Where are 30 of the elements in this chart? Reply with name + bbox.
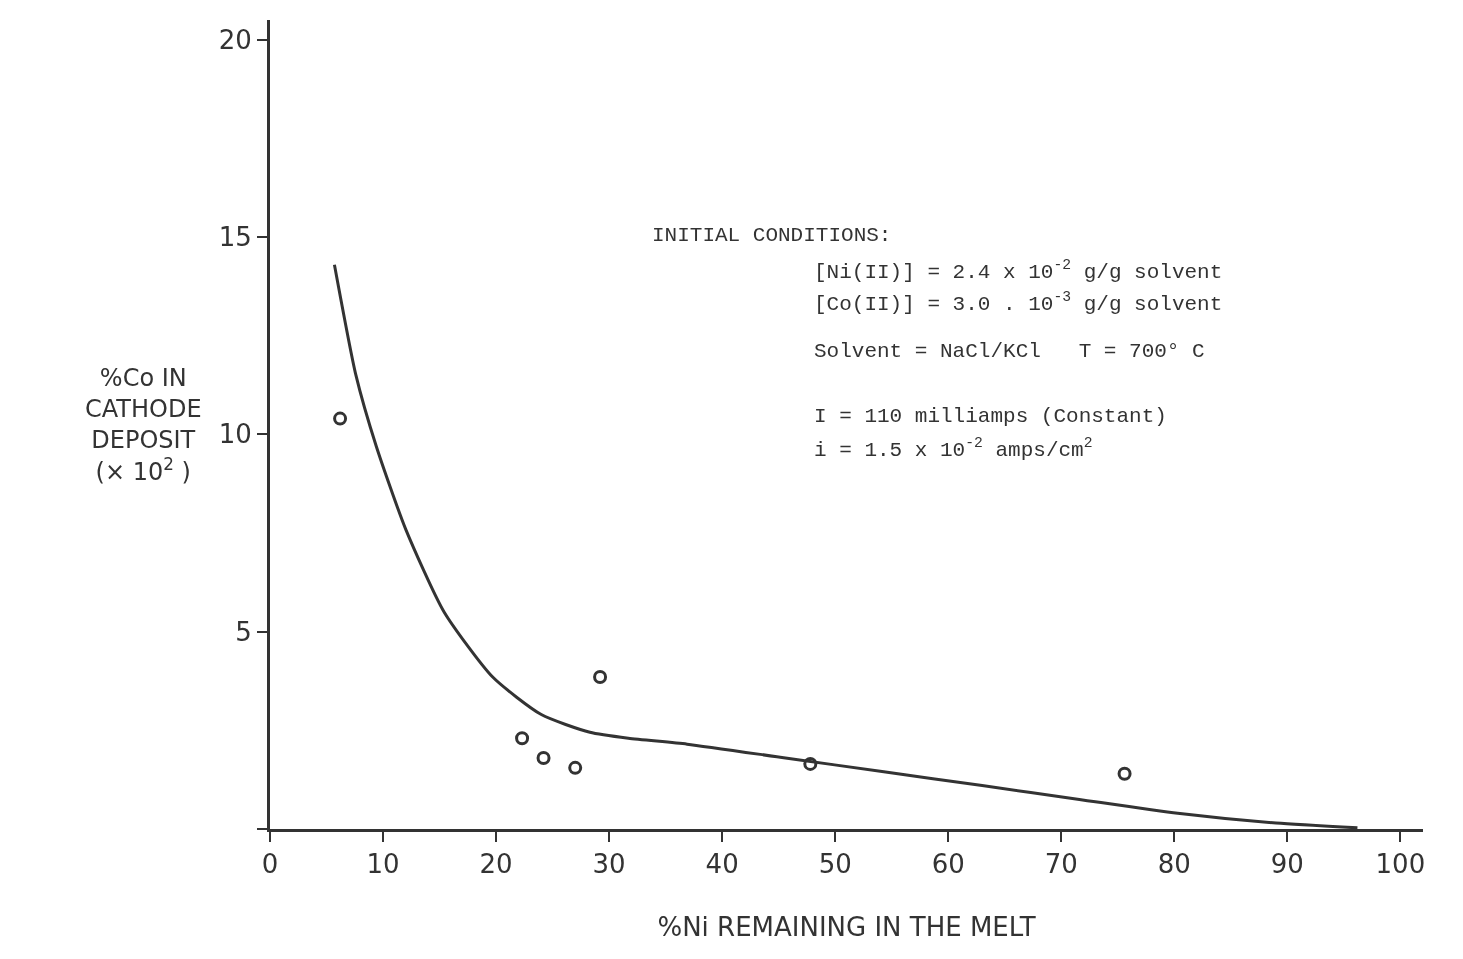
annotation: i = 1.5 x 10$^{-2}$ amps/cm$^{2}$ [814, 435, 1093, 462]
y-tick-label: 20 [218, 24, 252, 55]
point [1117, 766, 1132, 781]
x-tick-label: 90 [1270, 849, 1304, 880]
y-tick-label: 5 [235, 616, 252, 647]
x-tick-label: 100 [1375, 849, 1426, 880]
x-tick-label: 20 [479, 849, 513, 880]
y-axis-title: %Co IN CATHODE DEPOSIT (× 10$^{2}$ ) [85, 364, 202, 486]
x-axis-title: %Ni REMAINING IN THE MELT [657, 911, 1036, 942]
y-tick-label: 15 [218, 222, 252, 253]
point [593, 670, 608, 685]
point [536, 750, 551, 765]
annotation: [Co(II)] = 3.0 . 10$^{-3}$ g/g solvent [814, 289, 1223, 316]
x-tick-label: 60 [931, 849, 965, 880]
point [333, 411, 348, 426]
annotation: Solvent = NaCl/KCl T = 700° C [814, 340, 1205, 363]
point [803, 756, 818, 771]
x-tick-label: 70 [1044, 849, 1078, 880]
point [568, 760, 583, 775]
y-tick-label: 10 [218, 419, 252, 450]
point [515, 731, 530, 746]
x-tick-label: 80 [1157, 849, 1191, 880]
annotation: I = 110 milliamps (Constant) [814, 405, 1167, 428]
x-tick-label: 0 [261, 849, 279, 880]
x-tick-label: 50 [818, 849, 852, 880]
x-tick-label: 30 [592, 849, 626, 880]
x-tick-label: 10 [366, 849, 400, 880]
annotation: INITIAL CONDITIONS: [652, 224, 892, 247]
x-tick-label: 40 [705, 849, 739, 880]
annotation: [Ni(II)] = 2.4 x 10$^{-2}$ g/g solvent [814, 257, 1223, 284]
